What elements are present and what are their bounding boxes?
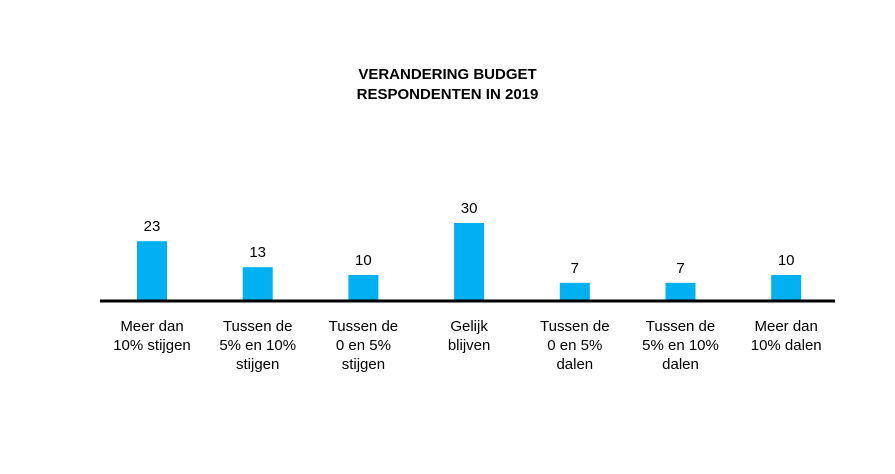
category-label: Tussen de 5% en 10% stijgen — [219, 318, 297, 373]
bar — [771, 275, 802, 301]
category-label: Tussen de 5% en 10% dalen — [642, 318, 719, 373]
chart-subtitle: RESPONDENTEN IN 2019 — [356, 86, 539, 103]
bar — [242, 267, 273, 301]
data-label: 30 — [461, 200, 478, 217]
data-label: 7 — [676, 260, 684, 277]
category-label: Gelijk blijven — [447, 318, 491, 354]
category-label: Meer dan 10% dalen — [750, 318, 822, 354]
bar — [348, 275, 379, 301]
category-label: Tussen de 0 en 5% dalen — [540, 318, 610, 373]
bars-layer — [137, 223, 802, 301]
bar — [137, 241, 167, 301]
data-label: 13 — [249, 244, 266, 261]
bar — [665, 282, 696, 301]
bar — [559, 282, 590, 301]
chart-title-block: VERANDERING BUDGET RESPONDENTEN IN 2019 — [0, 65, 895, 105]
chart-title: VERANDERING BUDGET — [358, 66, 537, 83]
data-labels-layer: 23 13 10 30 7 7 10 — [144, 200, 795, 277]
data-label: 10 — [355, 252, 372, 269]
data-label: 7 — [571, 260, 579, 277]
bar — [454, 223, 485, 301]
category-label: Meer dan 10% stijgen — [113, 318, 191, 354]
data-label: 23 — [144, 218, 161, 235]
category-label: Tussen de 0 en 5% stijgen — [328, 318, 399, 373]
data-label: 10 — [778, 252, 795, 269]
